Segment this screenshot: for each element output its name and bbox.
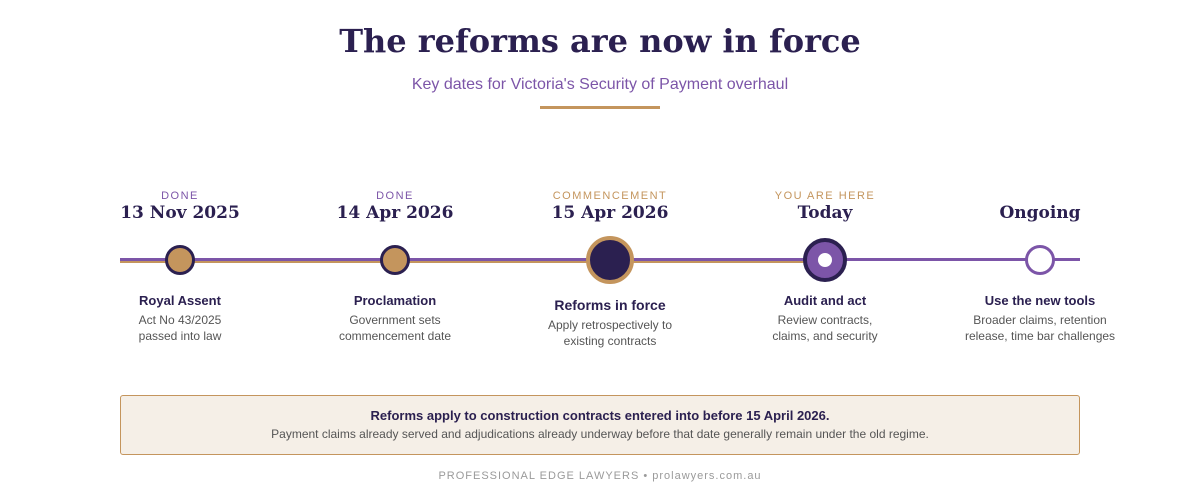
stage-1-desc-line-1: Act No 43/2025: [138, 313, 222, 327]
stage-2-desc-line-2: commencement date: [338, 329, 452, 343]
footer: PROFESSIONAL EDGE LAWYERS • prolawyers.c…: [438, 470, 762, 482]
stage-1-date: 13 Nov 2025: [120, 203, 240, 223]
stage-1-label: Royal Assent: [139, 293, 221, 308]
stage-5-desc-line-2: release, time bar challenges: [964, 329, 1116, 343]
stage-2-desc-line-1: Government sets: [349, 313, 441, 327]
stage-3-desc-line-1: Apply retrospectively to: [547, 318, 673, 332]
stage-5-node: [1025, 245, 1055, 275]
stage-1-desc-line-2: passed into law: [138, 329, 222, 343]
stage-4-node: [803, 238, 847, 282]
stage-4-desc-line-1: Review contracts,: [777, 313, 873, 327]
stage-5-desc-line-1: Broader claims, retention: [973, 313, 1107, 327]
stage-1-node: [165, 245, 195, 275]
notice-panel: Reforms apply to construction contracts …: [120, 395, 1080, 455]
stage-1-status: DONE: [161, 190, 199, 202]
stage-4-date: Today: [797, 203, 853, 223]
stage-4-status: YOU ARE HERE: [774, 190, 876, 202]
page-subtitle: Key dates for Victoria's Security of Pay…: [411, 76, 789, 93]
notice-title: Reforms apply to construction contracts …: [370, 408, 830, 423]
timeline-progress-track: [120, 261, 825, 263]
stage-2-node: [380, 245, 410, 275]
page-title: The reforms are now in force: [339, 22, 861, 60]
title-divider: [540, 106, 660, 109]
notice-body: Payment claims already served and adjudi…: [271, 427, 929, 441]
stage-4-label: Audit and act: [783, 293, 867, 308]
you-are-here-dot: [818, 253, 832, 267]
stage-3-node: [586, 236, 634, 284]
stage-2-date: 14 Apr 2026: [336, 203, 454, 223]
stage-3-status: COMMENCEMENT: [552, 190, 668, 202]
stage-5-label: Use the new tools: [984, 293, 1096, 308]
stage-3-date: 15 Apr 2026: [551, 203, 669, 223]
stage-3-label: Reforms in force: [554, 297, 666, 313]
stage-3-desc-line-2: existing contracts: [563, 334, 657, 348]
stage-2-label: Proclamation: [353, 293, 437, 308]
stage-5-date: Ongoing: [999, 203, 1081, 223]
stage-4-desc-line-2: claims, and security: [772, 329, 878, 343]
stage-2-status: DONE: [376, 190, 414, 202]
